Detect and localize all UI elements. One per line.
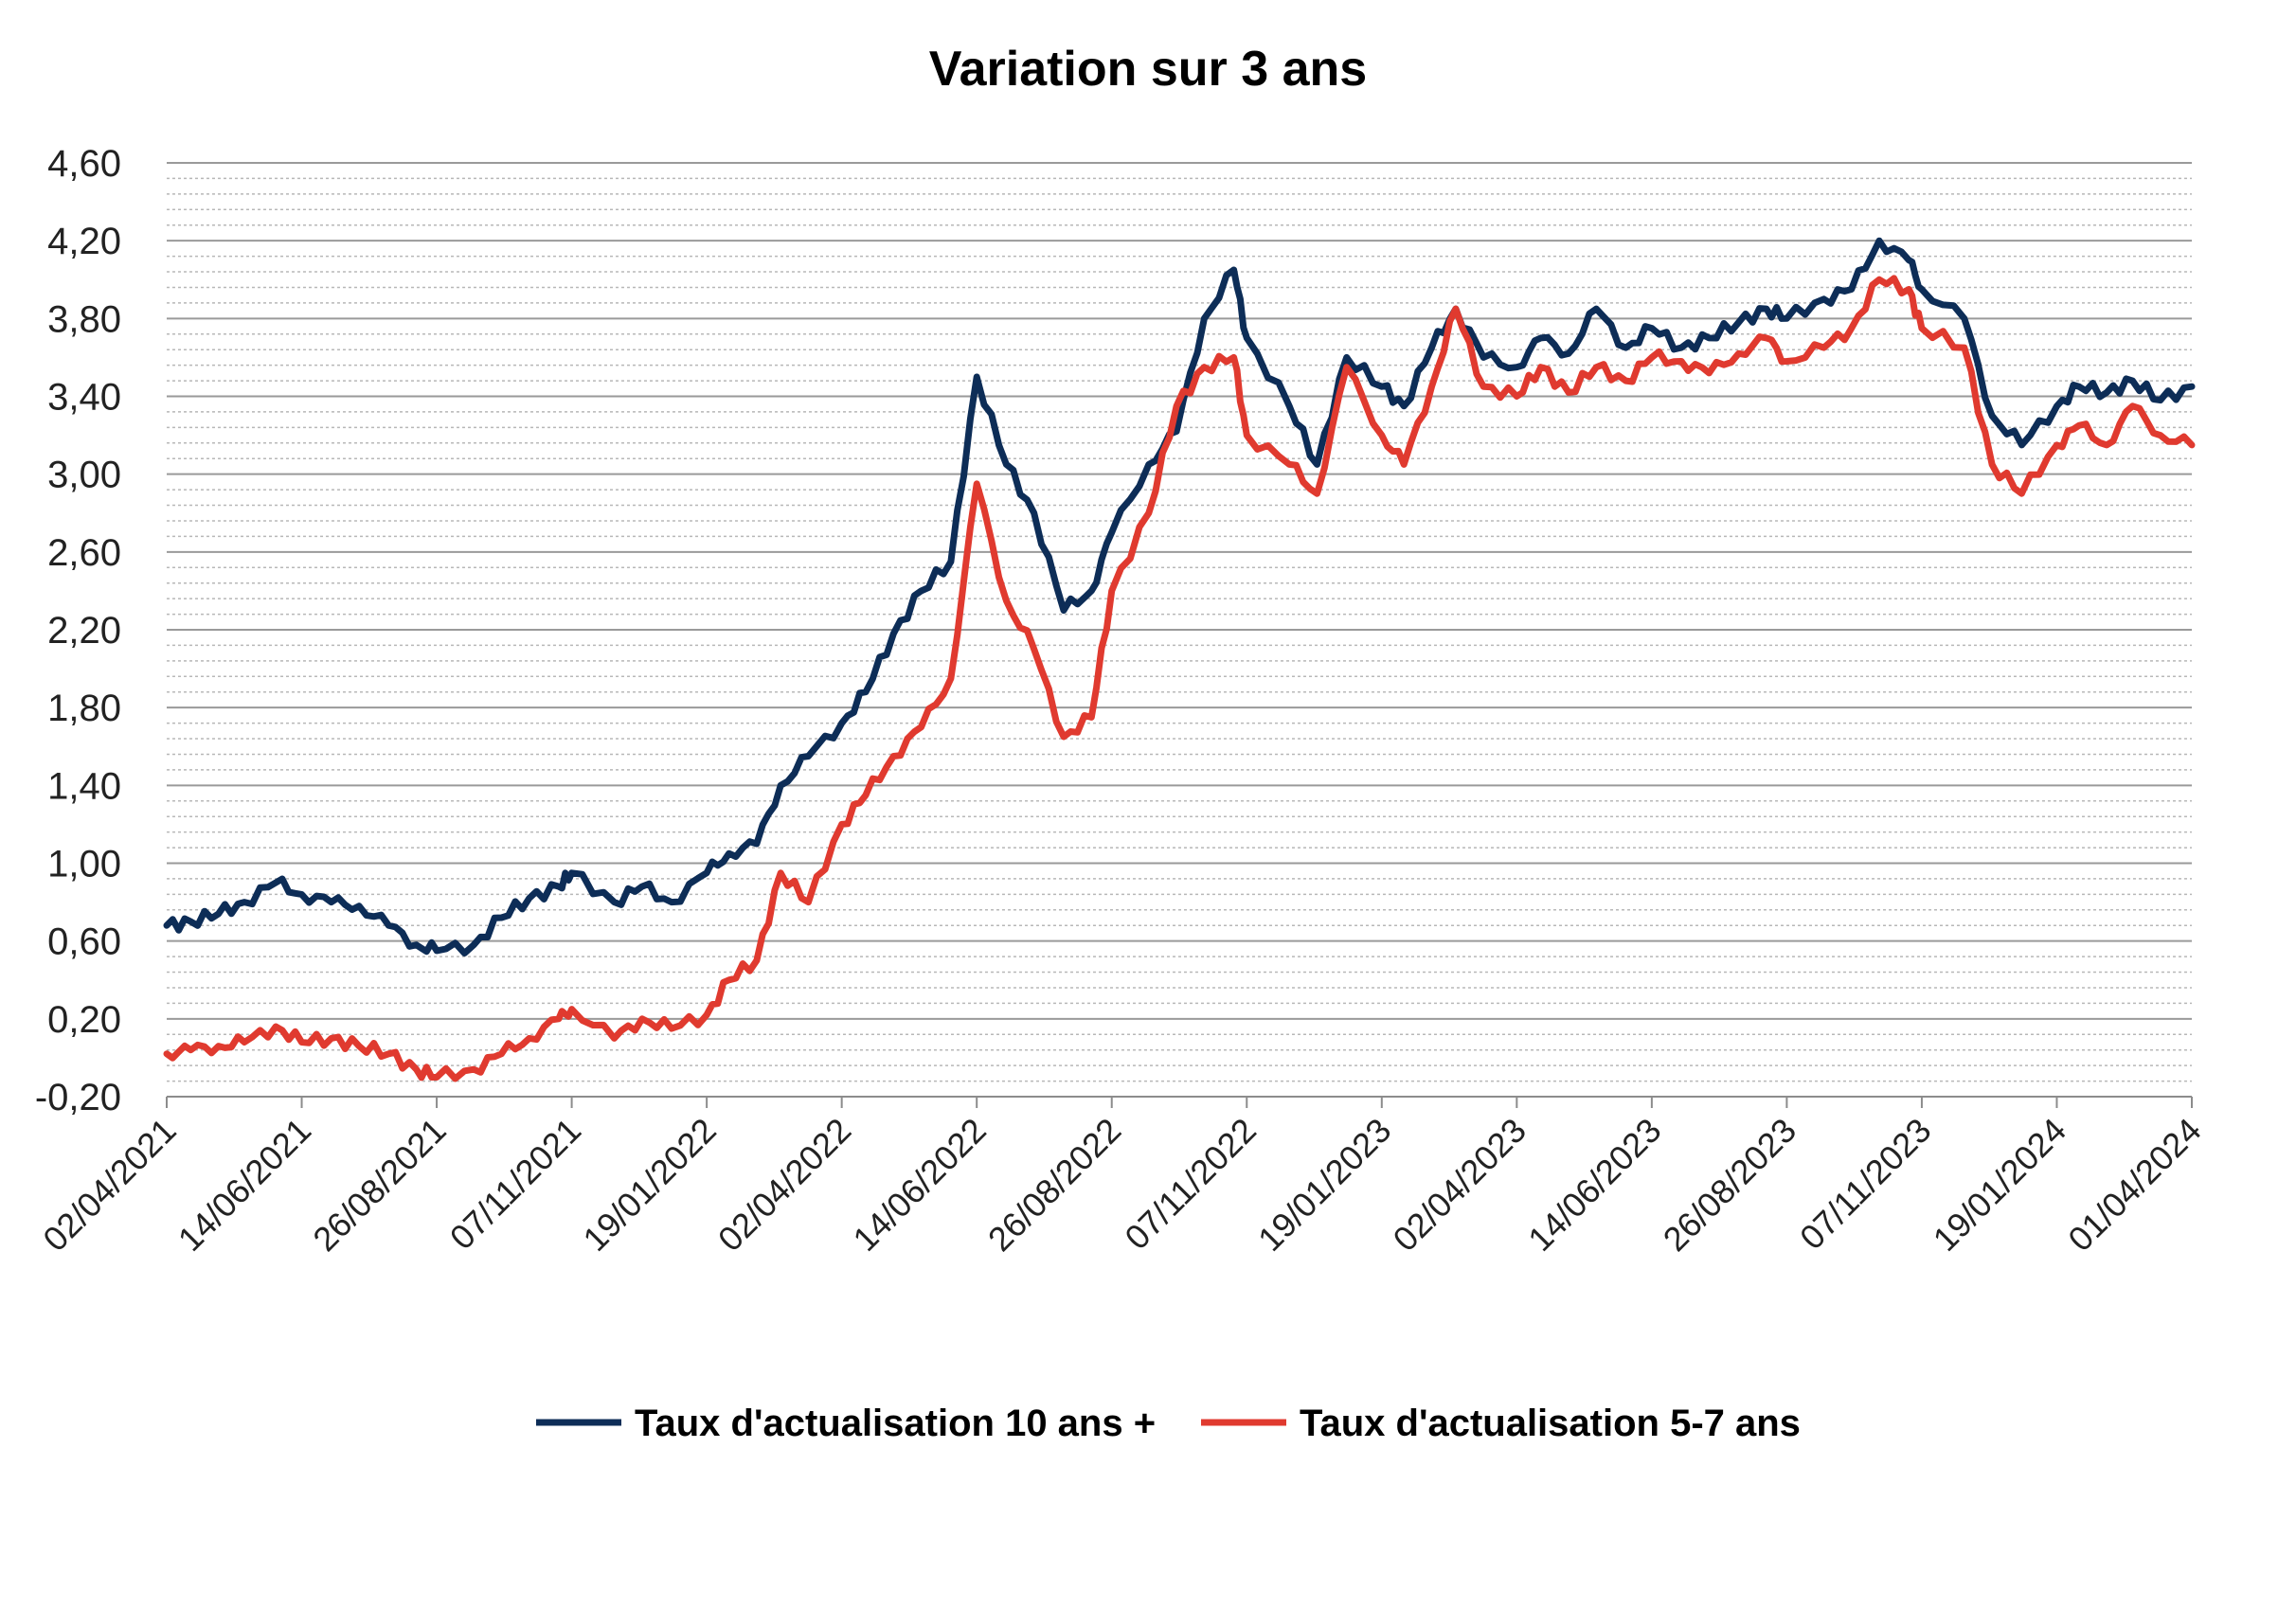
y-tick-label: 3,40	[47, 377, 121, 419]
legend-label: Taux d'actualisation 10 ans +	[635, 1403, 1156, 1444]
legend-label: Taux d'actualisation 5-7 ans	[1300, 1403, 1801, 1444]
y-tick-label: 1,40	[47, 765, 121, 807]
y-tick-label: 4,20	[47, 221, 121, 262]
y-tick-label: 4,60	[47, 143, 121, 185]
chart-title: Variation sur 3 ans	[929, 42, 1367, 97]
y-tick-label: 3,00	[47, 455, 121, 496]
series-line-10-ans	[163, 237, 2196, 956]
x-tick-label: 14/06/2022	[845, 1111, 993, 1259]
x-tick-label: 26/08/2022	[980, 1111, 1128, 1259]
x-tick-label: 02/04/2021	[35, 1111, 183, 1259]
x-tick-label: 19/01/2024	[1926, 1111, 2073, 1259]
x-axis: 02/04/202114/06/202126/08/202107/11/2021…	[35, 1096, 2209, 1259]
x-tick-label: 07/11/2023	[1792, 1111, 1939, 1258]
x-tick-label: 19/01/2022	[575, 1111, 723, 1259]
x-tick-label: 02/04/2022	[710, 1111, 858, 1259]
x-tick-label: 01/04/2024	[2060, 1111, 2208, 1259]
x-tick-label: 07/11/2021	[442, 1111, 589, 1258]
x-tick-label: 14/06/2021	[170, 1111, 318, 1259]
x-tick-label: 19/01/2023	[1250, 1111, 1398, 1259]
x-tick-label: 02/04/2023	[1386, 1111, 1534, 1259]
y-axis-tick-labels: 4,60 4,20 3,80 3,40 3,00 2,60 2,20 1,80 1,40 1,00…	[35, 143, 121, 1118]
y-tick-label: -0,20	[35, 1077, 121, 1118]
y-tick-label: 3,80	[47, 298, 121, 340]
data-series	[163, 237, 2196, 1082]
x-tick-label: 14/06/2023	[1520, 1111, 1668, 1259]
x-tick-label: 26/08/2021	[305, 1111, 453, 1259]
x-tick-label: 26/08/2023	[1656, 1111, 1803, 1259]
y-tick-label: 1,00	[47, 844, 121, 885]
y-tick-label: 0,60	[47, 921, 121, 963]
x-tick-label: 07/11/2022	[1117, 1111, 1264, 1258]
y-tick-label: 2,20	[47, 610, 121, 652]
y-tick-label: 2,60	[47, 532, 121, 574]
y-tick-label: 1,80	[47, 688, 121, 729]
grid-lines	[167, 162, 2192, 1098]
series-line-5-7-ans	[163, 275, 2196, 1082]
legend: Taux d'actualisation 10 ans + Taux d'actu…	[536, 1403, 1801, 1444]
y-tick-label: 0,20	[47, 999, 121, 1041]
